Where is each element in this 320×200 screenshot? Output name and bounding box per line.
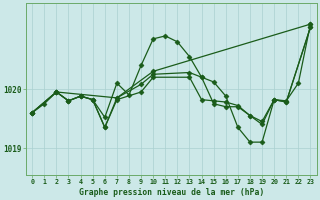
X-axis label: Graphe pression niveau de la mer (hPa): Graphe pression niveau de la mer (hPa) [79,188,264,197]
